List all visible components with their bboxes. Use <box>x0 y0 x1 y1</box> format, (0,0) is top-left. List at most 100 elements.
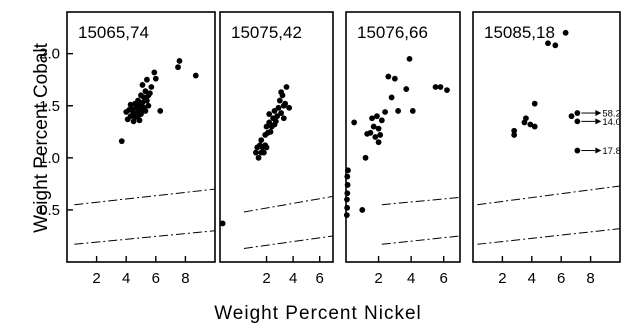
data-point <box>523 115 529 122</box>
data-point <box>437 84 444 90</box>
data-point <box>267 128 274 135</box>
data-point <box>135 97 141 104</box>
x-tick-label: 2 <box>262 270 270 287</box>
data-point <box>146 90 153 97</box>
panel-1: 15065,74 2 4 6 8 0.5 1.0 1.5 2.0 <box>39 11 216 287</box>
arrow-head <box>595 110 602 117</box>
data-point <box>145 102 152 109</box>
y-axis-label: Weight Percent Cobalt <box>31 42 52 232</box>
data-point <box>176 58 183 64</box>
data-point <box>375 139 382 146</box>
x-tick-label: 4 <box>407 270 415 287</box>
data-point <box>344 182 351 188</box>
data-point <box>374 113 380 120</box>
data-point <box>391 75 398 82</box>
data-point <box>409 108 416 114</box>
data-point <box>344 204 351 211</box>
x-tick-label: 8 <box>181 270 189 287</box>
panel-frame <box>472 11 621 263</box>
data-point <box>276 97 283 104</box>
reference-line <box>74 230 216 245</box>
data-point <box>403 86 410 92</box>
x-tick-label: 2 <box>374 270 382 287</box>
data-point <box>139 82 146 88</box>
data-point <box>359 207 366 213</box>
data-point <box>118 138 125 145</box>
data-point <box>266 111 273 117</box>
data-point <box>369 115 375 122</box>
data-point <box>258 137 265 144</box>
x-tick-label: 4 <box>289 270 297 287</box>
reference-line <box>477 185 621 206</box>
data-point <box>282 100 289 107</box>
x-tick-label: 8 <box>586 270 594 287</box>
data-point <box>343 212 350 219</box>
x-tick-label: 6 <box>152 270 160 287</box>
data-point <box>157 108 164 114</box>
panel-3: 15076,66 2 4 6 <box>343 11 461 287</box>
data-point <box>271 108 278 114</box>
data-point <box>377 132 384 138</box>
data-point <box>545 40 551 47</box>
panel-frame <box>66 11 216 263</box>
data-point <box>382 109 388 115</box>
data-point <box>142 108 149 114</box>
data-point <box>263 123 270 130</box>
data-point <box>562 29 569 36</box>
data-point <box>148 84 155 90</box>
data-point <box>367 129 374 136</box>
data-point <box>574 118 581 125</box>
annotation-label: 58.2 <box>602 109 621 120</box>
x-tick-label: 4 <box>122 270 130 287</box>
x-axis-label: Weight Percent Nickel <box>214 303 422 324</box>
data-point <box>152 75 159 82</box>
data-point <box>151 69 158 76</box>
data-point <box>144 76 150 83</box>
data-point <box>362 154 369 161</box>
data-point <box>527 121 534 128</box>
data-point <box>406 55 413 62</box>
panel-title: 15065,74 <box>78 23 149 42</box>
data-point <box>375 125 382 132</box>
panel-title: 15075,42 <box>231 23 302 42</box>
data-point <box>142 88 149 95</box>
data-point <box>192 72 199 79</box>
data-point <box>144 97 150 104</box>
panel-title: 15076,66 <box>357 23 428 42</box>
data-point <box>432 84 439 90</box>
panel-4: 15085,18 2 4 6 8 58.214.0 17.8 <box>472 11 621 287</box>
data-point <box>139 99 146 106</box>
y-tick-label: 1.0 <box>39 150 60 167</box>
data-point <box>271 121 278 128</box>
data-point <box>395 108 402 114</box>
data-point <box>531 100 538 107</box>
data-point <box>511 132 518 138</box>
panel-frame <box>219 11 334 263</box>
data-point <box>511 127 518 134</box>
data-point <box>255 154 262 161</box>
data-point <box>286 104 293 111</box>
data-point <box>280 115 287 122</box>
data-point <box>344 196 350 203</box>
data-point <box>260 149 267 156</box>
data-point <box>444 87 450 94</box>
x-tick-label: 6 <box>316 270 324 287</box>
data-point <box>372 134 379 140</box>
data-point <box>278 89 285 96</box>
annotation-label: 14.0 <box>602 117 621 128</box>
x-tick-label: 2 <box>498 270 506 287</box>
data-point <box>344 190 351 197</box>
data-point <box>568 113 575 120</box>
data-point <box>385 73 392 80</box>
arrow-head <box>595 147 602 154</box>
reference-line <box>243 195 334 213</box>
data-point <box>351 119 358 126</box>
y-tick-label: 2.0 <box>39 46 60 63</box>
reference-line <box>477 228 621 245</box>
y-tick-label: 0.5 <box>39 202 60 219</box>
data-point <box>345 167 351 174</box>
data-point <box>263 144 270 151</box>
panel-title: 15085,18 <box>484 23 555 42</box>
reference-line <box>381 196 461 206</box>
